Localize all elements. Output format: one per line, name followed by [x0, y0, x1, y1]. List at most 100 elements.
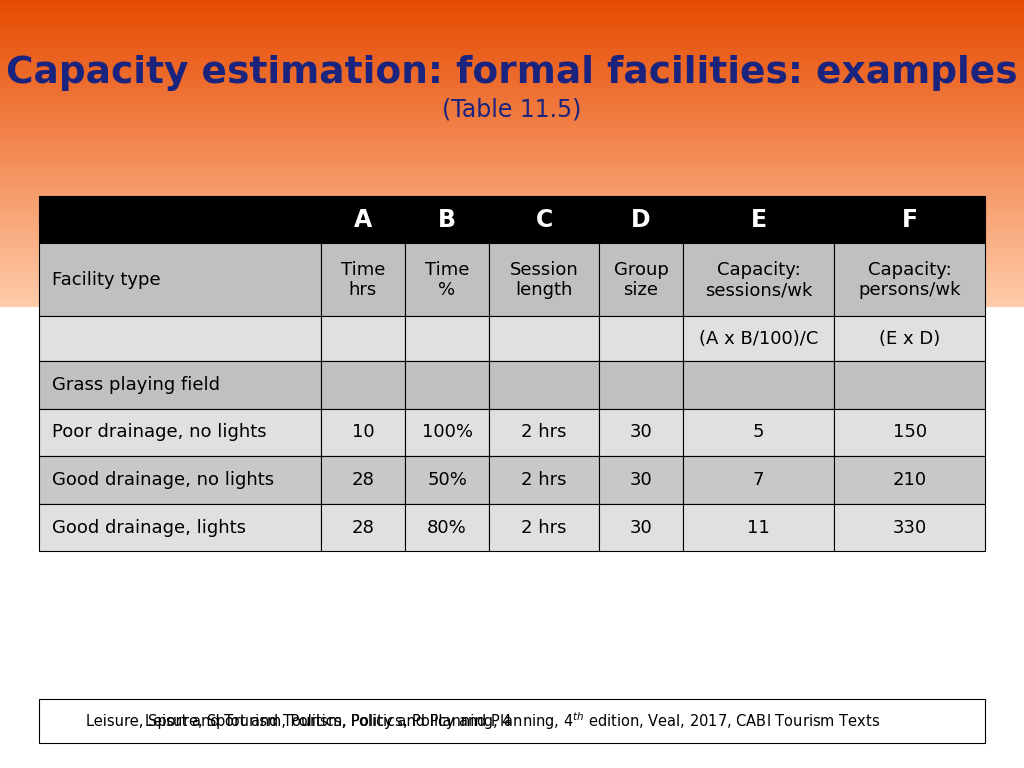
Bar — [0, 257, 1024, 258]
Bar — [0, 271, 1024, 273]
Text: 2 hrs: 2 hrs — [521, 471, 566, 489]
Bar — [404, 316, 489, 361]
Text: 330: 330 — [893, 518, 927, 537]
Bar — [0, 292, 1024, 293]
Bar — [404, 504, 489, 551]
Bar — [835, 504, 985, 551]
Text: C: C — [536, 207, 553, 232]
Bar — [404, 361, 489, 409]
Bar — [0, 80, 1024, 81]
Bar — [404, 409, 489, 456]
Bar — [599, 361, 683, 409]
Bar — [0, 250, 1024, 251]
Bar — [0, 154, 1024, 156]
Bar — [404, 243, 489, 316]
Bar — [0, 99, 1024, 101]
Bar — [0, 2, 1024, 3]
Bar — [0, 258, 1024, 259]
Bar — [0, 133, 1024, 134]
Bar — [0, 168, 1024, 169]
Bar — [39, 243, 321, 316]
Bar — [489, 196, 599, 243]
Bar — [0, 125, 1024, 126]
Bar — [0, 161, 1024, 162]
Bar — [0, 61, 1024, 62]
Text: 210: 210 — [893, 471, 927, 489]
Bar — [0, 286, 1024, 288]
Bar — [0, 59, 1024, 61]
Bar — [0, 234, 1024, 236]
Bar — [0, 39, 1024, 40]
Text: Time
%: Time % — [425, 260, 469, 300]
Bar — [0, 253, 1024, 254]
Bar — [0, 82, 1024, 83]
Bar — [0, 237, 1024, 239]
Bar — [0, 105, 1024, 107]
Bar — [0, 204, 1024, 205]
Bar — [0, 51, 1024, 52]
Bar — [39, 409, 321, 456]
Bar — [0, 15, 1024, 16]
Bar — [0, 21, 1024, 22]
Bar — [0, 36, 1024, 37]
Text: 7: 7 — [753, 471, 764, 489]
Text: Capacity:
persons/wk: Capacity: persons/wk — [858, 260, 961, 300]
Text: 30: 30 — [630, 518, 652, 537]
Bar — [0, 162, 1024, 163]
Bar — [0, 108, 1024, 110]
Bar — [0, 107, 1024, 108]
Text: Leisure, Sport and Tourism, Politics, Policy and Planning, 4: Leisure, Sport and Tourism, Politics, Po… — [86, 713, 512, 729]
Bar — [0, 145, 1024, 147]
Bar — [0, 179, 1024, 180]
Bar — [0, 293, 1024, 294]
Bar — [0, 252, 1024, 253]
Bar — [0, 35, 1024, 36]
Bar — [0, 268, 1024, 270]
Bar — [0, 45, 1024, 46]
Bar — [0, 27, 1024, 28]
Bar — [0, 230, 1024, 231]
Bar — [0, 218, 1024, 219]
Bar — [0, 277, 1024, 279]
Bar — [0, 288, 1024, 289]
Bar — [0, 233, 1024, 234]
Text: Time
hrs: Time hrs — [341, 260, 385, 300]
Bar — [0, 260, 1024, 261]
Bar — [599, 504, 683, 551]
Bar — [0, 221, 1024, 222]
Bar — [0, 87, 1024, 88]
Bar — [0, 301, 1024, 302]
Bar — [0, 9, 1024, 10]
Bar — [0, 290, 1024, 291]
Bar — [0, 33, 1024, 34]
Bar — [0, 203, 1024, 204]
Bar — [0, 215, 1024, 216]
Text: 28: 28 — [351, 471, 375, 489]
Text: 50%: 50% — [427, 471, 467, 489]
Bar — [0, 52, 1024, 53]
Bar — [0, 83, 1024, 84]
Bar — [489, 504, 599, 551]
Bar — [0, 279, 1024, 280]
Bar — [0, 113, 1024, 114]
Bar — [0, 37, 1024, 38]
Bar — [0, 81, 1024, 82]
Bar — [0, 222, 1024, 223]
Bar — [0, 188, 1024, 190]
Bar — [0, 132, 1024, 133]
Bar — [321, 361, 404, 409]
Text: Group
size: Group size — [613, 260, 669, 300]
Bar — [0, 135, 1024, 136]
Bar — [0, 41, 1024, 42]
Bar — [0, 38, 1024, 39]
Bar — [835, 409, 985, 456]
Bar — [0, 276, 1024, 277]
Bar — [321, 504, 404, 551]
Text: 10: 10 — [351, 423, 374, 442]
Bar — [0, 294, 1024, 295]
Bar — [0, 119, 1024, 120]
Bar — [0, 270, 1024, 271]
Bar — [0, 206, 1024, 207]
Bar — [39, 361, 321, 409]
Bar — [0, 172, 1024, 173]
